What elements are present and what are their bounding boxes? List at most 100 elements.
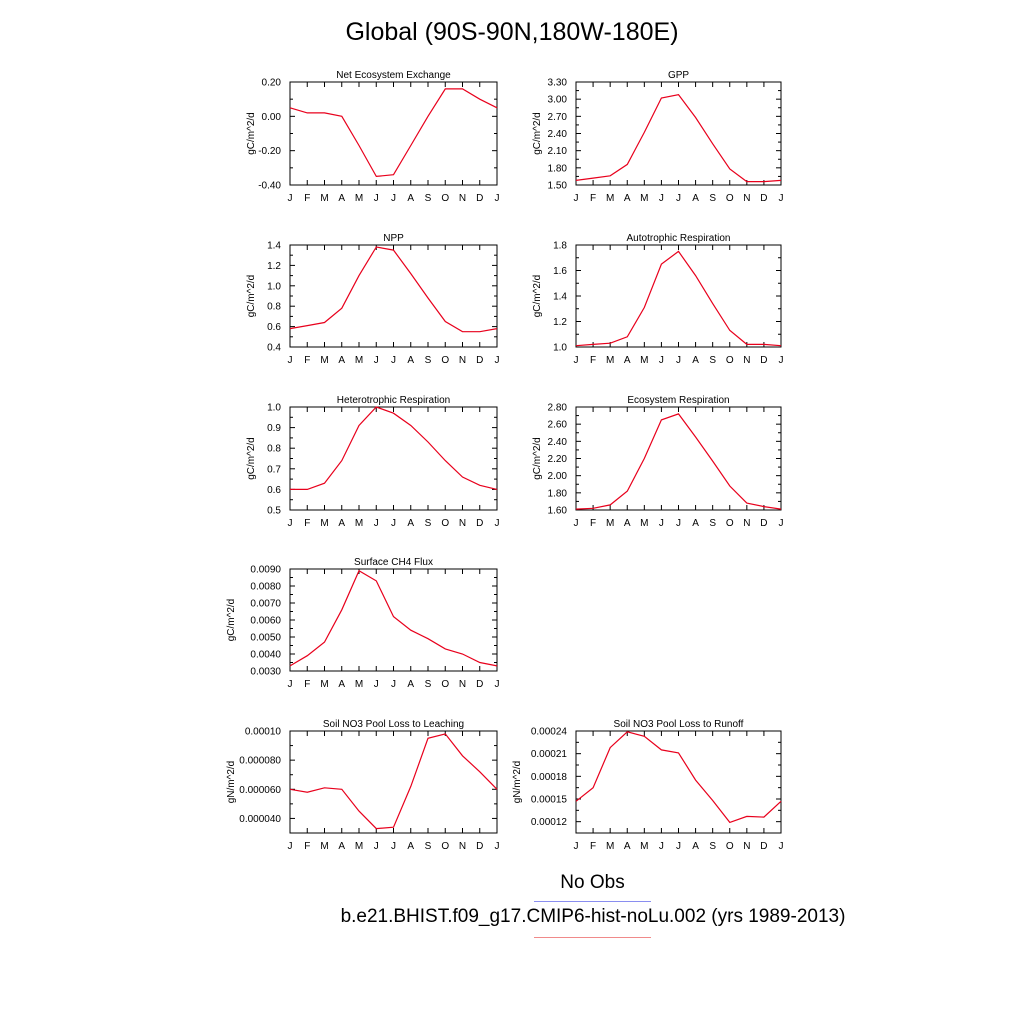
x-tick-label: A	[624, 518, 631, 529]
y-tick-label: 0.4	[267, 343, 281, 354]
x-tick-label: O	[726, 193, 734, 204]
x-tick-label: A	[338, 193, 345, 204]
series-line	[289, 733, 498, 830]
x-tick-label: J	[391, 193, 396, 204]
x-tick-label: A	[338, 355, 345, 366]
y-tick-label: 3.00	[548, 95, 568, 106]
legend-line-obs	[534, 901, 651, 902]
x-tick-label: D	[760, 193, 767, 204]
x-tick-label: J	[659, 841, 664, 852]
y-tick-label: 2.40	[548, 437, 568, 448]
plot-frame	[289, 730, 498, 834]
y-tick-label: 0.8	[267, 444, 281, 455]
y-tick-label: 1.2	[553, 317, 567, 328]
x-tick-label: J	[391, 679, 396, 690]
y-tick-label: 1.0	[267, 403, 281, 414]
legend-entry-obs: No Obs	[560, 872, 625, 893]
x-tick-label: D	[760, 355, 767, 366]
x-tick-label: J	[495, 193, 500, 204]
y-axis-label: gC/m^2/d	[532, 437, 543, 480]
panel-ecosystem-respiration: Ecosystem Respiration gC/m^2/d 1.60 1.80 2.0…	[532, 395, 784, 529]
x-tick-label: M	[606, 355, 614, 366]
panel-heterotrophic-respiration: Heterotrophic Respiration gC/m^2/d 0.5 0.6 0…	[246, 395, 500, 529]
x-tick-label: S	[425, 355, 432, 366]
panel-title: Heterotrophic Respiration	[337, 395, 450, 406]
x-tick-label: N	[459, 355, 466, 366]
x-tick-label: J	[676, 518, 681, 529]
x-tick-label: M	[355, 518, 363, 529]
x-tick-label: J	[495, 518, 500, 529]
x-tick-label: A	[692, 518, 699, 529]
panel-surface-ch4-flux: Surface CH4 Flux gC/m^2/d 0.0030 0.0040 0.00…	[226, 557, 500, 690]
x-tick-label: N	[743, 193, 750, 204]
series-line	[575, 93, 782, 183]
y-tick-label: 0.0060	[250, 616, 281, 627]
y-axis-label: gC/m^2/d	[532, 275, 543, 318]
y-tick-label: 0.00021	[531, 749, 568, 760]
x-tick-label: M	[355, 679, 363, 690]
plot-frame	[575, 244, 782, 348]
x-tick-label: M	[320, 355, 328, 366]
panel-title: Autotrophic Respiration	[627, 233, 731, 244]
x-tick-label: M	[320, 193, 328, 204]
y-tick-label: 0.00024	[531, 727, 568, 738]
x-tick-label: M	[606, 841, 614, 852]
x-tick-label: F	[590, 193, 596, 204]
x-tick-label: A	[692, 355, 699, 366]
x-tick-label: D	[476, 841, 483, 852]
x-tick-label: N	[459, 841, 466, 852]
y-tick-label: 2.00	[548, 471, 568, 482]
x-tick-label: N	[743, 518, 750, 529]
x-tick-label: D	[760, 841, 767, 852]
x-tick-label: F	[304, 679, 310, 690]
x-tick-label: S	[425, 518, 432, 529]
x-tick-label: J	[391, 841, 396, 852]
y-tick-label: 0.0030	[250, 667, 281, 678]
x-tick-label: J	[374, 841, 379, 852]
x-tick-label: S	[425, 193, 432, 204]
y-axis-label: gC/m^2/d	[226, 599, 237, 642]
x-tick-label: M	[355, 355, 363, 366]
y-tick-label: 0.00012	[531, 817, 568, 828]
x-tick-label: M	[606, 518, 614, 529]
y-tick-label: 2.80	[548, 403, 568, 414]
x-tick-label: A	[624, 193, 631, 204]
panel-autotrophic-respiration: Autotrophic Respiration gC/m^2/d 1.0 1.2 1.4…	[532, 233, 784, 366]
y-tick-label: 1.4	[553, 292, 567, 303]
y-tick-label: 1.80	[548, 163, 568, 174]
y-axis-label: gC/m^2/d	[246, 437, 257, 480]
plot-frame	[575, 406, 782, 511]
series-line	[290, 406, 498, 490]
y-axis-label: gC/m^2/d	[246, 112, 257, 155]
y-tick-label: 0.20	[262, 78, 282, 89]
y-tick-label: 0.0080	[250, 582, 281, 593]
figure-title: Global (90S-90N,180W-180E)	[0, 18, 1024, 47]
x-tick-label: F	[304, 193, 310, 204]
x-tick-label: N	[459, 679, 466, 690]
x-tick-label: J	[574, 355, 579, 366]
x-tick-label: J	[779, 193, 784, 204]
x-tick-label: J	[374, 193, 379, 204]
x-tick-label: N	[743, 841, 750, 852]
y-tick-label: 0.0090	[250, 565, 281, 576]
x-tick-label: M	[320, 518, 328, 529]
y-tick-label: 1.6	[553, 266, 567, 277]
x-tick-label: M	[606, 193, 614, 204]
panel-title: Surface CH4 Flux	[354, 557, 433, 568]
x-tick-label: S	[425, 841, 432, 852]
panel-soil-no3-pool-loss-to-leaching: Soil NO3 Pool Loss to LeachinggN/m^2/d0.…	[226, 719, 500, 852]
legend-entry-model: b.e21.BHIST.f09_g17.CMIP6-hist-noLu.002 …	[340, 906, 846, 927]
x-tick-label: O	[726, 355, 734, 366]
x-tick-label: J	[495, 355, 500, 366]
series-line	[289, 569, 498, 667]
panel-title: Ecosystem Respiration	[627, 395, 729, 406]
x-tick-label: M	[640, 518, 648, 529]
x-tick-label: A	[624, 355, 631, 366]
x-tick-label: O	[441, 679, 449, 690]
x-tick-label: M	[640, 355, 648, 366]
y-tick-label: 0.00018	[531, 772, 568, 783]
x-tick-label: M	[640, 841, 648, 852]
x-tick-label: D	[476, 193, 483, 204]
